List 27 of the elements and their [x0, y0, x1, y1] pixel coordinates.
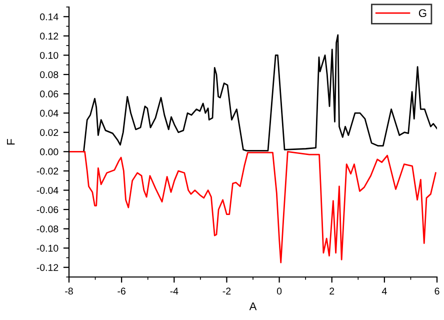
y-tick-label: -0.10 — [36, 244, 58, 252]
x-axis-title: A — [249, 302, 257, 310]
y-tick-label: 0.08 — [40, 71, 58, 78]
y-tick-label: 0.10 — [40, 52, 58, 59]
x-tick-label: 4 — [382, 288, 387, 294]
x-tick-label: -4 — [170, 288, 178, 294]
x-tick-label: 0 — [276, 288, 282, 295]
y-tick-label: -0.04 — [36, 186, 58, 194]
y-tick-label: 0.12 — [40, 32, 58, 40]
y-tick-label: 0.14 — [40, 13, 58, 20]
x-tick-label: -8 — [65, 288, 73, 295]
y-tick-label: 0.06 — [40, 90, 58, 98]
line-series — [83, 34, 437, 152]
x-tick-label: -2 — [222, 288, 231, 294]
x-tick-label: 6 — [434, 288, 440, 295]
x-tick-label: 2 — [330, 288, 334, 294]
legend-label: G — [418, 9, 426, 18]
y-axis-title: F — [7, 139, 15, 144]
y-tick-label: -0.02 — [36, 168, 58, 175]
y-tick-label: -0.12 — [36, 264, 58, 271]
y-tick-label: -0.08 — [36, 226, 58, 232]
y-tick-label: 0.00 — [40, 148, 58, 156]
y-tick-label: 0.02 — [40, 129, 58, 136]
line-series — [69, 150, 436, 264]
y-tick-label: -0.06 — [36, 206, 58, 214]
y-tick-label: 0.04 — [40, 110, 58, 117]
x-tick-label: -6 — [118, 288, 126, 295]
